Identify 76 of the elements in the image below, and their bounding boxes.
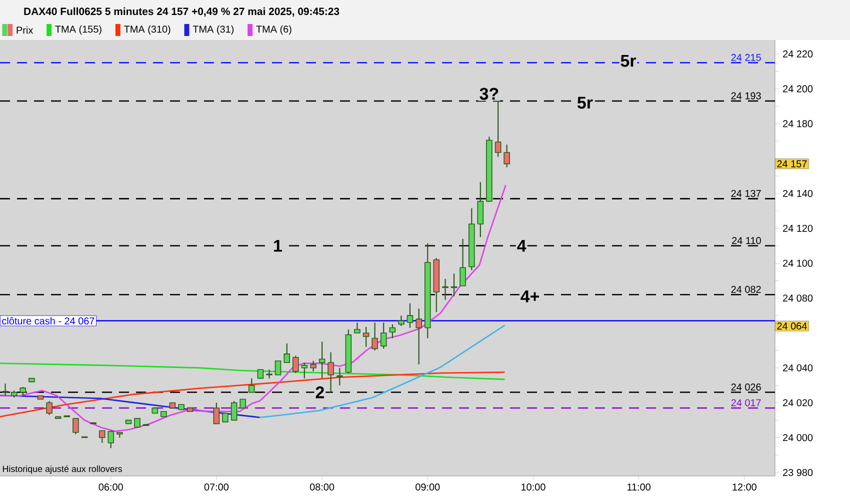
candlestick	[336, 367, 343, 386]
candlestick	[310, 360, 316, 372]
candlestick	[389, 324, 396, 339]
x-tick-label: 10:00	[522, 484, 546, 491]
y-tick-label: 24 180	[783, 120, 813, 128]
candlestick	[213, 402, 220, 424]
ref-line-label: 24 193	[731, 92, 761, 100]
candlestick	[380, 322, 387, 350]
line-series	[0, 394, 260, 418]
candlestick	[266, 369, 272, 379]
candlestick	[248, 378, 255, 393]
candlestick	[494, 100, 502, 158]
annotation: 4+	[520, 290, 540, 302]
candlestick	[372, 322, 378, 351]
candlestick	[230, 400, 238, 421]
ref-line-label: 24 017	[731, 399, 761, 406]
y-tick-label: 24 140	[783, 190, 813, 197]
legend-label: TMA (310)	[124, 25, 170, 35]
annotation: 4	[517, 240, 526, 252]
legend-label: TMA (6)	[256, 25, 292, 35]
y-tick-label: 24 040	[783, 364, 813, 372]
annotation: 5r	[620, 55, 636, 67]
x-tick-label: 08:00	[310, 484, 334, 491]
x-tick-label: 09:00	[416, 484, 440, 491]
annotation: Historique ajusté aux rollovers	[2, 465, 122, 474]
y-tick-label: 24 100	[783, 260, 813, 267]
y-tick-label: 24 220	[783, 50, 813, 58]
ref-line-label: 24 215	[731, 54, 761, 61]
y-tick-label: 24 000	[783, 434, 813, 442]
x-tick-label: 07:00	[204, 484, 229, 491]
y-tick-label: 24 080	[783, 294, 813, 302]
annotation: 3?	[480, 88, 498, 100]
candlestick	[292, 355, 299, 374]
candlestick	[504, 144, 510, 168]
candlestick	[328, 352, 334, 393]
candlestick	[46, 400, 52, 416]
candlestick	[406, 302, 414, 328]
candlestick	[398, 315, 404, 327]
ref-line-label: 24 137	[731, 190, 761, 197]
legend-label: TMA (31)	[192, 25, 234, 35]
chart-title: DAX40 Full0625 5 minutes 24 157 +0,49 % 27 mai 2025, 09:45:23	[24, 7, 340, 17]
candlestick	[318, 341, 326, 379]
x-tick-label: 11:00	[627, 484, 651, 491]
y-tick-label: 23 980	[783, 468, 813, 476]
candlestick	[98, 430, 106, 444]
annotation: 1	[274, 240, 282, 252]
line-series	[259, 324, 506, 418]
candlestick	[416, 308, 422, 365]
candlestick	[274, 360, 282, 376]
x-tick-label: 06:00	[98, 484, 123, 491]
candlestick	[108, 430, 114, 449]
y-tick-label: 24 020	[783, 399, 813, 406]
ref-line-label: 24 026	[731, 384, 761, 391]
annotation: 24 064	[777, 322, 807, 330]
ref-line-label: 24 110	[732, 237, 761, 244]
candlestick	[301, 362, 308, 379]
candlestick	[72, 418, 79, 435]
candlestick	[354, 322, 360, 334]
candlestick	[477, 182, 484, 238]
candlestick	[460, 238, 466, 286]
annotation: 24 157	[777, 160, 807, 168]
line-series	[0, 362, 506, 380]
y-tick-label: 24 120	[783, 224, 813, 232]
x-tick-label: 12:00	[732, 484, 756, 491]
line-series	[0, 372, 506, 418]
candlestick	[442, 278, 448, 300]
legend-label: Prix	[16, 26, 34, 34]
annotation: 2	[316, 386, 324, 398]
candlestick	[284, 342, 290, 364]
y-tick-label: 24 200	[783, 85, 813, 92]
legend-label: TMA (155)	[55, 25, 102, 35]
candlestick	[2, 383, 8, 396]
ref-line-label: 24 082	[731, 286, 761, 293]
ref-line-label: clôture cash - 24 067	[2, 317, 94, 324]
annotation: 5r	[577, 96, 593, 109]
candlestick	[362, 326, 370, 348]
